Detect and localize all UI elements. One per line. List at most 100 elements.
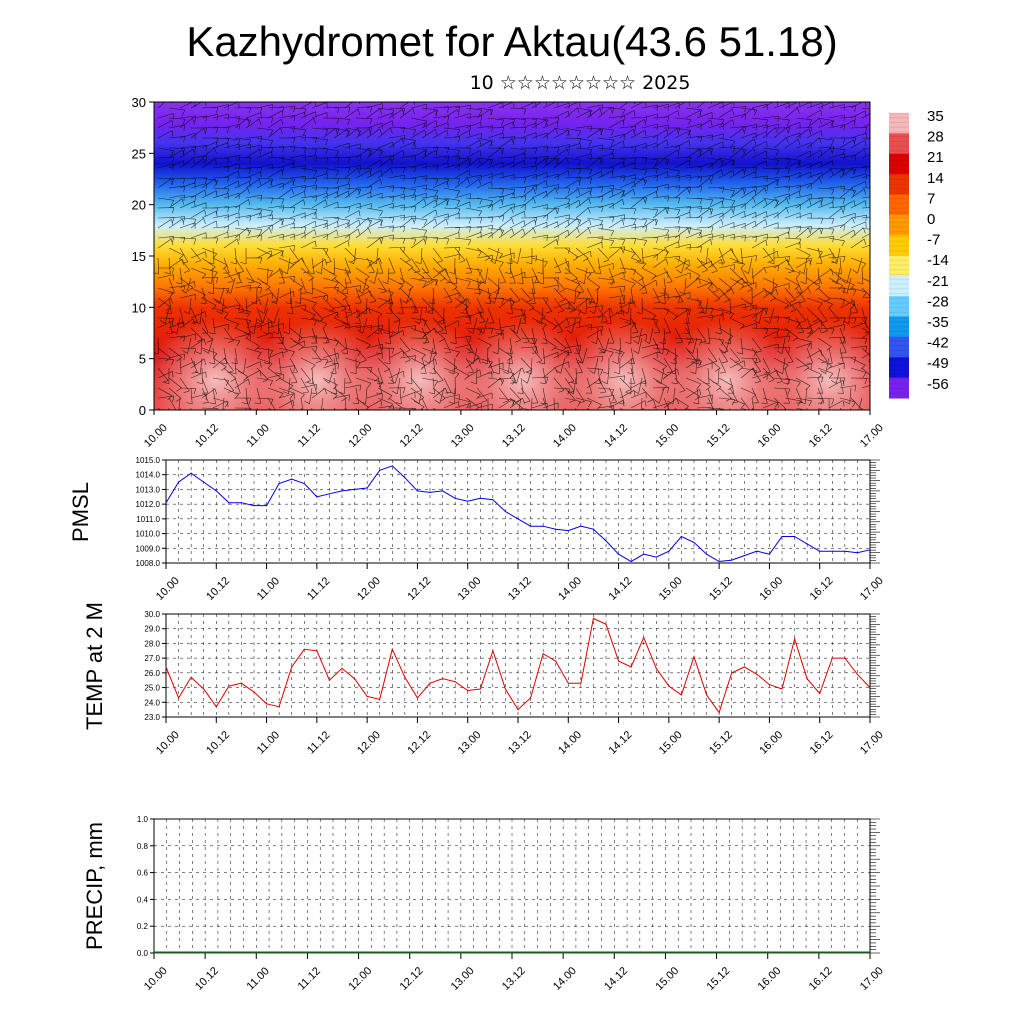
wind-barb bbox=[569, 287, 577, 305]
wind-barb bbox=[520, 219, 537, 229]
wind-barb bbox=[641, 317, 659, 326]
wind-barb bbox=[799, 387, 808, 405]
wind-barb bbox=[344, 108, 361, 119]
wind-barb bbox=[541, 327, 548, 344]
wind-barb bbox=[751, 289, 768, 299]
wind-barb bbox=[586, 257, 596, 274]
wind-barb bbox=[421, 297, 434, 313]
wind-barb bbox=[391, 377, 401, 395]
wind-barb bbox=[817, 147, 833, 159]
wind-barb bbox=[729, 223, 746, 230]
wind-barb bbox=[619, 189, 636, 199]
wind-barb bbox=[597, 184, 615, 192]
wind-barb bbox=[828, 336, 846, 343]
wind-barb bbox=[399, 127, 417, 136]
wind-barb bbox=[520, 327, 530, 344]
wind-barb bbox=[762, 367, 775, 383]
wind-barb bbox=[828, 256, 846, 263]
wind-barb bbox=[740, 297, 755, 311]
wind-barb bbox=[509, 267, 516, 284]
x-tick-label: 14.00 bbox=[556, 729, 584, 757]
wind-barb bbox=[542, 367, 558, 379]
wind-barb bbox=[157, 371, 174, 379]
wind-barb bbox=[608, 397, 613, 410]
wind-barb bbox=[795, 337, 812, 348]
wind-barb bbox=[762, 180, 779, 189]
wind-barb bbox=[817, 217, 835, 225]
wind-barb bbox=[157, 197, 175, 206]
wind-barb bbox=[465, 150, 482, 159]
y-tick-label: 27.0 bbox=[144, 654, 160, 663]
x-tick-label: 12.12 bbox=[405, 575, 433, 603]
wind-barb bbox=[289, 135, 307, 142]
wind-barb bbox=[652, 103, 669, 111]
wind-barb bbox=[718, 288, 734, 299]
wind-barb bbox=[773, 407, 778, 410]
wind-barb bbox=[432, 199, 449, 209]
wind-barb bbox=[652, 377, 667, 391]
wind-barb bbox=[476, 392, 493, 399]
wind-barb bbox=[168, 277, 175, 294]
wind-barb bbox=[432, 147, 450, 154]
wind-barb bbox=[289, 397, 294, 410]
wind-barb bbox=[415, 247, 423, 265]
wind-barb bbox=[179, 200, 196, 209]
wind-barb bbox=[817, 146, 835, 153]
wind-barb bbox=[166, 317, 173, 334]
wind-barb bbox=[490, 247, 500, 264]
wind-barb bbox=[179, 387, 197, 395]
wind-barb bbox=[157, 207, 175, 214]
wind-barb bbox=[564, 179, 581, 189]
wind-barb bbox=[498, 138, 514, 149]
wind-barb bbox=[234, 407, 252, 410]
wind-barb bbox=[476, 109, 493, 119]
wind-barb bbox=[344, 325, 362, 332]
y-tick-label: 30.0 bbox=[144, 610, 160, 619]
x-tick-label: 14.00 bbox=[551, 422, 579, 450]
wind-barb bbox=[542, 121, 559, 129]
wind-barb bbox=[487, 357, 494, 374]
wind-barb bbox=[696, 197, 714, 206]
y-tick-label: 1015.0 bbox=[136, 456, 161, 465]
wind-barb bbox=[718, 108, 735, 119]
wind-barb bbox=[640, 277, 648, 294]
wind-barb bbox=[696, 362, 713, 369]
wind-barb bbox=[553, 397, 555, 410]
wind-barb bbox=[421, 120, 438, 129]
wind-barb bbox=[608, 400, 625, 409]
x-tick-label: 13.00 bbox=[449, 422, 477, 450]
wind-barb bbox=[223, 123, 240, 131]
wind-barb bbox=[390, 367, 401, 384]
wind-barb bbox=[443, 147, 461, 156]
wind-barb bbox=[196, 367, 203, 385]
wind-barb bbox=[762, 127, 778, 139]
wind-barb bbox=[751, 187, 767, 199]
wind-barb bbox=[399, 257, 414, 272]
colorbar-swatch bbox=[889, 174, 909, 195]
wind-barb bbox=[641, 344, 658, 351]
wind-barb bbox=[696, 327, 707, 344]
x-tick-label: 15.00 bbox=[657, 575, 685, 603]
wind-barb bbox=[186, 387, 193, 405]
wind-barb bbox=[586, 329, 603, 339]
wind-barb bbox=[776, 337, 786, 354]
wind-barb bbox=[454, 158, 471, 169]
wind-barb bbox=[476, 371, 493, 379]
wind-barb bbox=[718, 397, 736, 406]
wind-barb bbox=[421, 358, 438, 369]
wind-barb bbox=[168, 198, 184, 209]
wind-barb bbox=[245, 118, 262, 129]
wind-barb bbox=[641, 207, 659, 216]
wind-barb bbox=[395, 387, 402, 405]
wind-barb bbox=[267, 268, 284, 279]
wind-barb bbox=[655, 367, 665, 384]
wind-barb bbox=[773, 175, 791, 183]
y-tick-label: 23.0 bbox=[144, 713, 160, 722]
wind-barb bbox=[861, 113, 870, 119]
wind-barb bbox=[322, 352, 339, 360]
wind-barb bbox=[384, 347, 391, 365]
wind-barb bbox=[531, 145, 549, 152]
wind-barb bbox=[454, 177, 470, 189]
wind-barb bbox=[333, 106, 351, 113]
wind-barb bbox=[773, 102, 790, 109]
